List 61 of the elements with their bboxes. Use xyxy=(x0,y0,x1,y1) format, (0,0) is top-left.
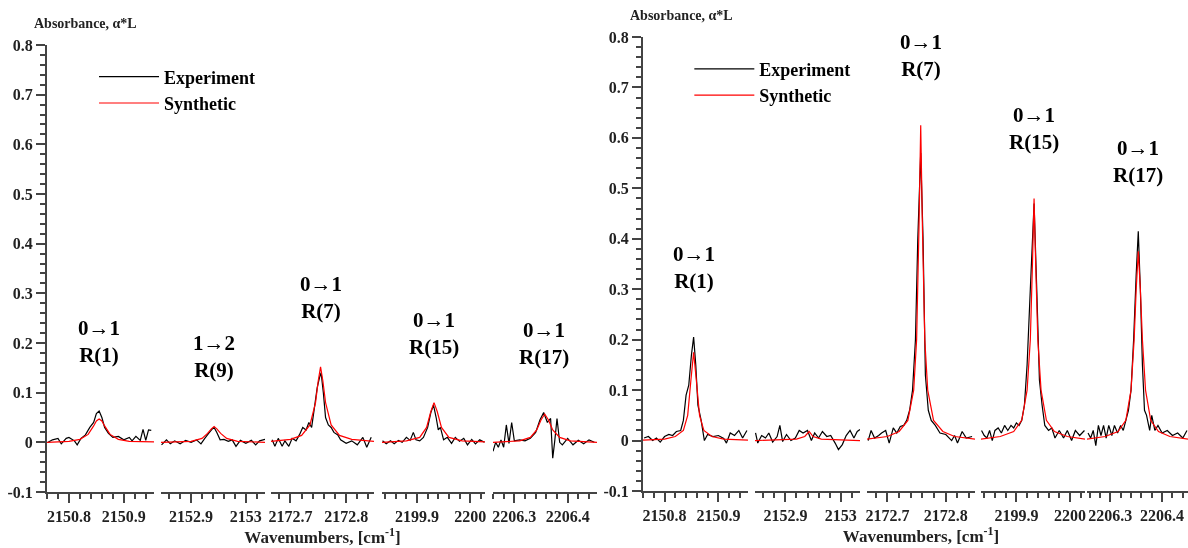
annotation: 1→2 R(9) xyxy=(193,331,235,383)
x-tick-label: 2152.9 xyxy=(763,507,808,525)
y-tick-label: 0.7 xyxy=(12,86,33,104)
annotation: 0→1 R(1) xyxy=(673,242,715,294)
x-tick-label: 2172.8 xyxy=(923,507,968,525)
y-tick-label: 0 xyxy=(620,432,629,450)
x-tick-label: 2150.8 xyxy=(642,507,687,525)
y-tick-label: -0.1 xyxy=(603,482,629,500)
y-tick-label: 0.7 xyxy=(608,79,629,97)
x-tick-label: 2199.9 xyxy=(395,508,440,526)
x-tick-label: 2172.7 xyxy=(268,508,313,526)
annotation: 0→1 R(17) xyxy=(519,318,570,370)
annotation: 0→1 R(7) xyxy=(900,30,942,82)
annotation: 0→1 R(15) xyxy=(1009,103,1060,155)
y-tick-label: 0.5 xyxy=(12,185,33,203)
y-tick-label: 0.1 xyxy=(12,384,33,402)
x-tick-label: 2150.9 xyxy=(696,507,741,525)
x-tick-label: 2150.9 xyxy=(101,508,146,526)
x-tick-label: 2153 xyxy=(229,508,262,526)
y-tick-label: 0.1 xyxy=(608,381,629,399)
annotation: 0→1 R(1) xyxy=(78,316,120,368)
legend-label: Synthetic xyxy=(164,94,237,115)
y-tick-label: 0 xyxy=(24,433,33,451)
line-series xyxy=(643,336,748,444)
y-tick-label: 0.6 xyxy=(608,129,629,147)
x-tick-label: 2152.9 xyxy=(169,508,214,526)
x-tick-label: 2150.8 xyxy=(46,508,91,526)
y-tick-label: 0.3 xyxy=(608,280,629,298)
x-tick-label: 2200 xyxy=(1053,507,1086,525)
x-tick-label: 2153 xyxy=(824,507,857,525)
x-tick-label: 2206.4 xyxy=(545,508,590,526)
x-tick-label: 2206.3 xyxy=(492,508,537,526)
line-series xyxy=(47,410,152,446)
legend-label: Synthetic xyxy=(759,86,832,107)
y-axis-title: Absorbance, α*L xyxy=(630,8,733,23)
y-tick-label: -0.1 xyxy=(7,483,33,501)
legend-label: Experiment xyxy=(759,59,851,80)
line-series xyxy=(47,418,154,443)
x-tick-label: 2172.7 xyxy=(865,507,910,525)
y-tick-label: 0.4 xyxy=(608,230,629,248)
y-tick-label: 0.8 xyxy=(608,28,629,46)
x-tick-label: 2172.8 xyxy=(324,508,369,526)
y-tick-label: 0.4 xyxy=(12,235,33,253)
legend-label: Experiment xyxy=(164,67,255,88)
x-axis-title: Wavenumbers, [cm$^{-1}$] xyxy=(842,524,1000,547)
y-tick-label: 0.5 xyxy=(608,179,629,197)
x-tick-label: 2199.9 xyxy=(994,507,1039,525)
y-tick-label: 0.8 xyxy=(12,36,33,54)
annotation: 0→1 R(17) xyxy=(1113,136,1164,188)
annotation: 0→1 R(7) xyxy=(300,272,342,324)
x-tick-label: 2200 xyxy=(454,508,487,526)
y-tick-label: 0.3 xyxy=(12,284,33,302)
x-tick-label: 2206.3 xyxy=(1088,507,1133,525)
y-tick-label: 0.2 xyxy=(12,334,33,352)
y-tick-label: 0.6 xyxy=(12,135,33,153)
x-tick-label: 2206.4 xyxy=(1140,507,1185,525)
x-axis-title: Wavenumbers, [cm$^{-1}$] xyxy=(244,525,401,548)
y-tick-label: 0.2 xyxy=(608,331,629,349)
annotation: 0→1 R(15) xyxy=(409,308,460,360)
y-axis-title: Absorbance, α*L xyxy=(34,16,137,31)
line-series xyxy=(643,351,748,441)
